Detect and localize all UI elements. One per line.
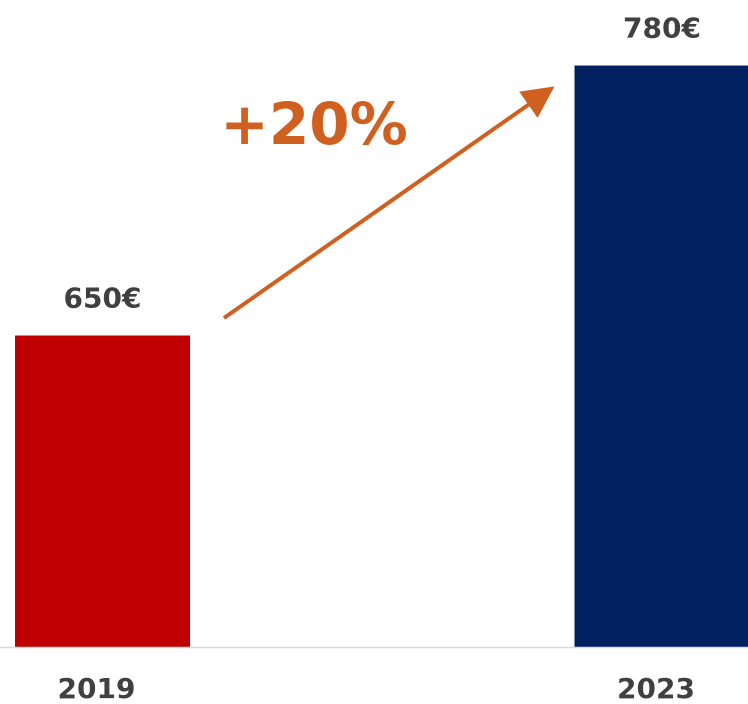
value-label: 650€	[64, 282, 142, 315]
growth-arrow	[222, 86, 555, 320]
x-tick-label: 2023	[617, 672, 695, 704]
bar	[15, 335, 190, 647]
x-tick-label: 2019	[58, 672, 136, 704]
bar	[574, 65, 748, 648]
value-label: 780€	[623, 12, 701, 45]
annotation: +20%	[220, 90, 407, 158]
